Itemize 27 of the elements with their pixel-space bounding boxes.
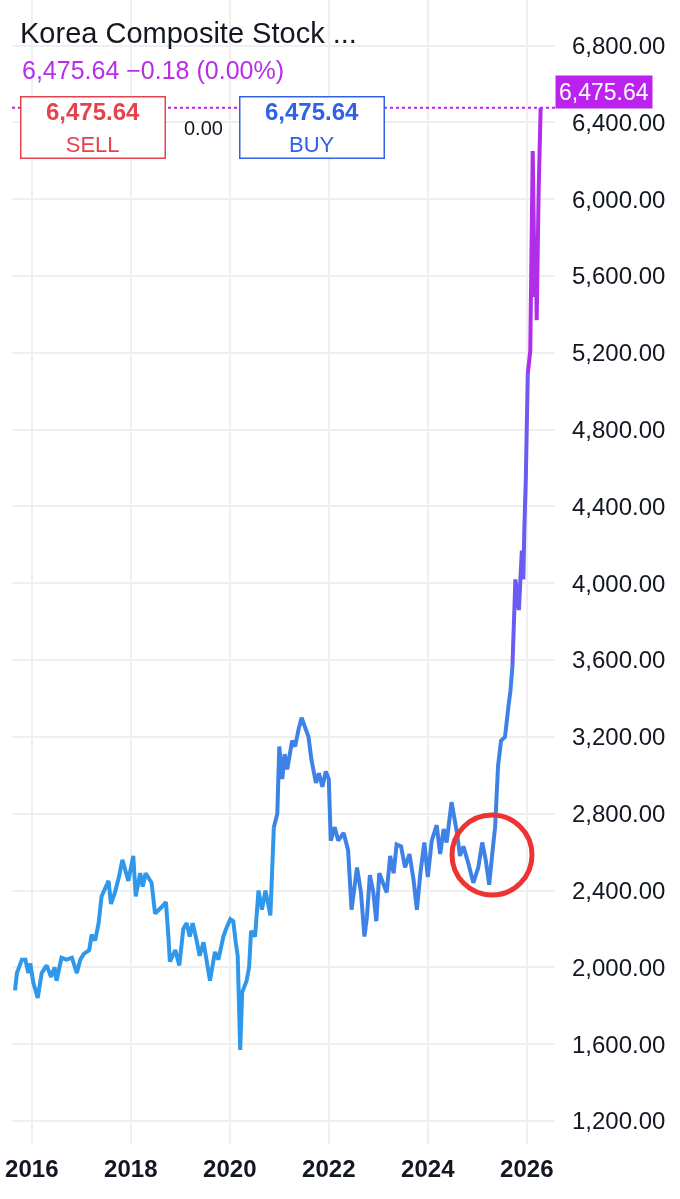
x-tick-label: 2024 xyxy=(401,1155,456,1182)
y-tick-label: 2,800.00 xyxy=(572,800,666,828)
y-tick-label: 2,000.00 xyxy=(572,953,666,981)
y-tick-label: 5,200.00 xyxy=(572,339,666,367)
ref-line-label: 6,475.64 xyxy=(559,79,649,105)
y-tick-label: 3,200.00 xyxy=(572,723,666,751)
y-tick-label: 2,400.00 xyxy=(572,876,666,904)
y-tick-label: 6,400.00 xyxy=(572,108,666,136)
x-tick-label: 2018 xyxy=(104,1155,158,1182)
annotation: 6,475.64 SELL xyxy=(45,98,141,157)
annotation: 0.00 xyxy=(184,117,223,139)
y-tick-label: 5,600.00 xyxy=(572,262,666,290)
y-tick-label: 3,600.00 xyxy=(572,646,666,674)
y-tick-label: 1,200.00 xyxy=(572,1107,666,1135)
x-tick-label: 2016 xyxy=(5,1155,59,1182)
y-tick-label: 4,800.00 xyxy=(572,416,666,443)
x-tick-label: 2026 xyxy=(500,1155,554,1182)
y-tick-label: 6,000.00 xyxy=(572,185,666,213)
y-tick-label: 6,800.00 xyxy=(572,31,666,59)
y-tick-label: 1,600.00 xyxy=(572,1030,666,1058)
text: 6,475.64 −0.18 (0.00%) xyxy=(22,56,284,84)
x-tick-label: 2022 xyxy=(302,1155,356,1182)
annotation: 6,475.64 BUY xyxy=(264,98,360,157)
x-tick-label: 2020 xyxy=(203,1155,257,1182)
text: Korea Composite Stock ... xyxy=(20,17,357,50)
y-tick-label: 4,000.00 xyxy=(572,569,666,597)
y-tick-label: 4,400.00 xyxy=(572,492,666,520)
